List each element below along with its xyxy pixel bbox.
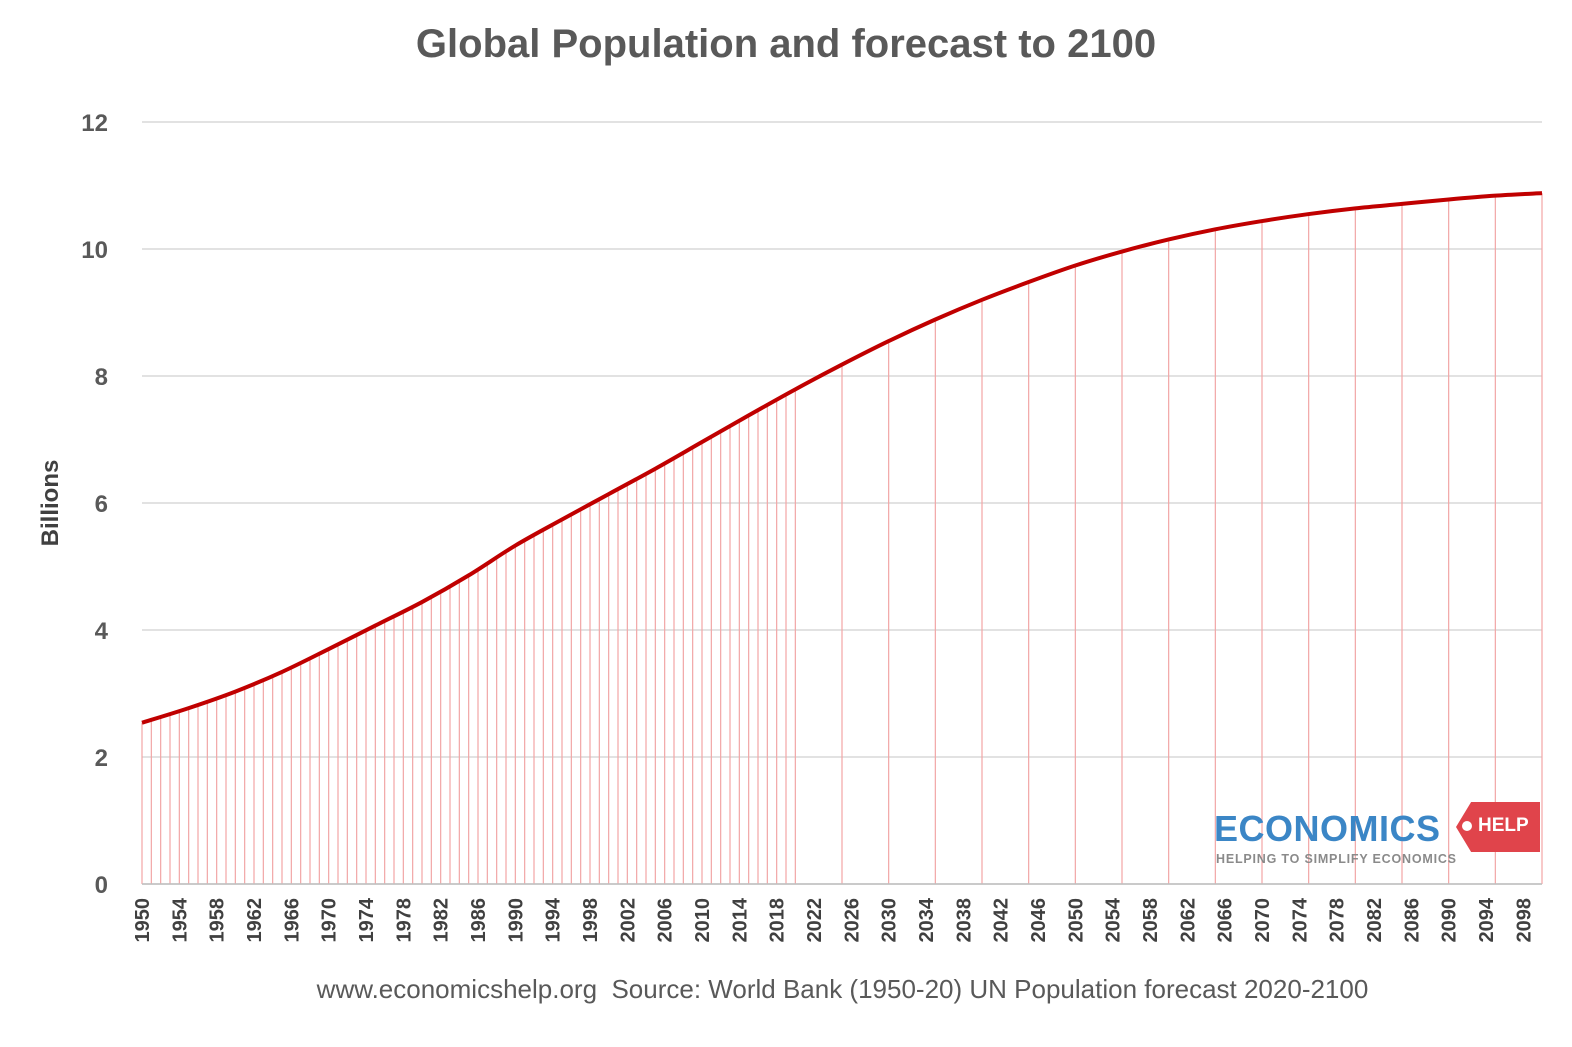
x-tick-label: 2014 bbox=[729, 897, 751, 942]
x-tick-label: 2070 bbox=[1252, 898, 1274, 943]
x-tick-label: 2002 bbox=[617, 898, 639, 943]
population-series-line bbox=[141, 191, 1543, 725]
x-tick-label: 2030 bbox=[879, 898, 901, 943]
x-tick-label: 2082 bbox=[1364, 898, 1386, 943]
x-tick-label: 1978 bbox=[393, 898, 415, 943]
x-tick-label: 1962 bbox=[244, 898, 266, 943]
y-tick-label: 2 bbox=[95, 745, 108, 772]
x-tick-label: 1966 bbox=[281, 898, 303, 943]
logo-word: ECONOMICS bbox=[1214, 808, 1441, 849]
x-tick-label: 1982 bbox=[431, 898, 453, 943]
economics-help-logo: ECONOMICS HELP HELPING TO SIMPLIFY ECONO… bbox=[1210, 800, 1540, 875]
y-tick-label: 4 bbox=[95, 618, 109, 645]
x-tick-label: 2050 bbox=[1065, 898, 1087, 943]
source-note: www.economicshelp.org Source: World Bank… bbox=[316, 974, 1369, 1004]
x-tick-label: 2058 bbox=[1140, 898, 1162, 943]
x-tick-label: 1990 bbox=[505, 898, 527, 943]
logo-tagline: HELPING TO SIMPLIFY ECONOMICS bbox=[1216, 852, 1457, 866]
logo-tag-hole bbox=[1462, 821, 1472, 831]
x-tick-label: 2074 bbox=[1289, 897, 1311, 942]
x-tick-label: 2086 bbox=[1401, 898, 1423, 943]
x-tick-label: 2066 bbox=[1215, 898, 1237, 943]
x-axis: 1950 1954 1958 1962 1966 1970 1974 1978 1982 1986… bbox=[132, 883, 1542, 943]
x-tick-label: 1986 bbox=[468, 898, 490, 943]
x-tick-label: 2034 bbox=[916, 897, 938, 942]
x-tick-label: 1958 bbox=[207, 898, 229, 943]
y-tick-label: 8 bbox=[95, 364, 108, 391]
x-tick-label: 2022 bbox=[804, 898, 826, 943]
x-tick-label: 1954 bbox=[169, 897, 191, 942]
x-tick-label: 1974 bbox=[356, 897, 378, 942]
x-tick-label: 2090 bbox=[1439, 898, 1461, 943]
x-tick-label: 2046 bbox=[1028, 898, 1050, 943]
y-tick-label: 12 bbox=[81, 110, 108, 137]
y-tick-label: 10 bbox=[81, 237, 108, 264]
x-tick-label: 1994 bbox=[543, 897, 565, 942]
logo-tag-text: HELP bbox=[1478, 815, 1529, 836]
x-tick-label: 2026 bbox=[841, 898, 863, 943]
y-axis: 0 2 4 6 8 10 12 bbox=[81, 110, 108, 899]
drop-lines bbox=[141, 193, 1543, 884]
x-tick-label: 1950 bbox=[132, 898, 154, 943]
x-tick-label: 2094 bbox=[1476, 897, 1498, 942]
chart-title: Global Population and forecast to 2100 bbox=[415, 22, 1157, 66]
x-tick-label: 2042 bbox=[991, 898, 1013, 943]
x-tick-label: 2010 bbox=[692, 898, 714, 943]
x-tick-label: 2078 bbox=[1327, 898, 1349, 943]
y-axis-title: Billions bbox=[37, 460, 64, 547]
x-tick-label: 1998 bbox=[580, 898, 602, 943]
x-tick-label: 2054 bbox=[1103, 897, 1125, 942]
y-tick-label: 0 bbox=[95, 872, 108, 899]
x-tick-label: 2098 bbox=[1513, 898, 1535, 943]
x-tick-label: 2062 bbox=[1177, 898, 1199, 943]
x-tick-label: 2018 bbox=[767, 898, 789, 943]
x-tick-label: 2038 bbox=[953, 898, 975, 943]
x-tick-label: 1970 bbox=[319, 898, 341, 943]
y-tick-label: 6 bbox=[95, 491, 108, 518]
x-tick-label: 2006 bbox=[655, 898, 677, 943]
series-layer bbox=[141, 191, 1543, 725]
